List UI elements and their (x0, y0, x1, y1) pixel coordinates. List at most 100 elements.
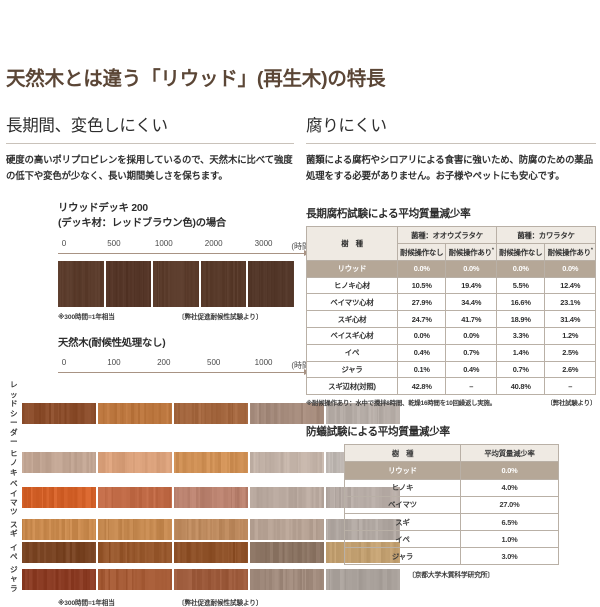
natural-note-right: 〔弊社促進耐候性試験より〕 (178, 600, 263, 607)
decay-row-value: – (544, 377, 596, 396)
wood-sample-cell (174, 487, 249, 509)
decay-row-value: 10.5% (396, 276, 447, 295)
natural-axis-ticks: 0 100 200 500 1000 (時間) (58, 358, 321, 370)
decay-row-value: – (445, 377, 497, 396)
riwood-weathering-block: リウッドデッキ 200 (デッキ材：レッドブラウン色)の場合 0 500 1000 2… (6, 202, 313, 321)
wood-sample-cell (174, 541, 249, 563)
wood-sample-cell (174, 518, 249, 540)
wood-species-label: ベイマツ (10, 479, 18, 517)
decay-row-value: 27.9% (396, 293, 447, 312)
wood-species-row: スギ (10, 518, 401, 540)
wood-species-row: イペ (10, 541, 401, 563)
termite-table-body: リウッド 0.0% ヒノキ 4.0% ベイマツ 27.0% スギ 6.5% イペ 1.0% ジャラ 3… (343, 461, 559, 566)
axis-tick: 1000 (254, 358, 273, 368)
wood-species-label: ジャラ (10, 564, 18, 593)
termite-row-species: リウッド (343, 461, 462, 480)
decay-row-value: 2.6% (544, 360, 596, 379)
riwood-caption-line2: (デッキ材：レッドブラウン色)の場合 (58, 217, 227, 229)
axis-unit-label: (時間) (291, 241, 313, 251)
axis-tick: 3000 (254, 238, 273, 248)
decay-row-value: 0.1% (396, 360, 447, 379)
termite-row-species: イペ (343, 530, 462, 549)
decay-row-species: スギ辺材(対照) (306, 377, 398, 396)
natural-wood-grid: レッド シーダーヒノキベイマツ スギ イペジャラ (10, 380, 401, 593)
decay-table-subheader-row: 耐候操作なし 耐候操作あり* 耐候操作なし 耐候操作あり* (307, 243, 596, 261)
right-section-heading: 腐りにくい (306, 117, 387, 135)
wood-species-label: レッド シーダー (10, 380, 18, 447)
wood-sample-cell (326, 402, 401, 424)
riwood-swatch-row (58, 260, 294, 307)
wood-species-label: イペ (10, 542, 18, 562)
table-row: イペ 0.4% 0.7% 1.4% 2.5% (306, 343, 596, 362)
decay-row-value: 18.9% (495, 310, 546, 329)
table-row: ヒノキ 4.0% (343, 478, 559, 497)
termite-row-value: 6.5% (460, 512, 559, 532)
decay-row-value: 41.7% (445, 310, 497, 329)
decay-table-body: リウッド 0.0% 0.0% 0.0% 0.0% ヒノキ心材 10.5% 19.4% 5.5% 1… (306, 259, 596, 396)
termite-table: 樹 種平均質量減少率 リウッド 0.0% ヒノキ 4.0% ベイマツ 27.0% スギ 6.5… (343, 444, 559, 566)
decay-row-value: 1.4% (495, 343, 546, 362)
decay-table-head: 樹 種 菌種：オオウズラタケ 菌種：カワラタケ 耐候操作なし 耐候操作あり* 耐候操… (306, 226, 597, 261)
natural-caption: 天然木(耐候性処理なし) (58, 337, 166, 349)
decay-row-species: スギ心材 (306, 310, 398, 329)
left-column: 長期間、変色しにくい 硬度の高いポリプロピレンを採用しているので、天然木に比べて… (6, 112, 401, 607)
decay-row-value: 0.4% (396, 343, 447, 362)
riwood-caption-line1: リウッドデッキ 200 (58, 203, 148, 215)
termite-table-block: 防蟻試験による平均質量減少率 樹 種平均質量減少率 リウッド 0.0% ヒノキ 4.0… (306, 424, 596, 579)
decay-row-value: 40.8% (495, 377, 546, 396)
decay-row-value: 1.2% (544, 327, 596, 345)
table-row: スギ心材 24.7% 41.7% 18.9% 31.4% (306, 310, 596, 329)
axis-tick: 500 (206, 358, 221, 368)
wood-sample-cell (22, 518, 97, 540)
wood-sample-cell (250, 568, 325, 590)
wood-sample-cell (250, 518, 325, 540)
table-row: ジャラ 0.1% 0.4% 0.7% 2.6% (306, 360, 596, 379)
page-title: 天然木とは違う「リウッド」(再生木)の特長 (6, 68, 386, 90)
decay-table-notes: ※耐候操作あり：水中で攪拌8時間、乾燥16時間を10回繰返し実施。 〔弊社試験よ… (306, 398, 596, 407)
decay-col-species: 樹 種 (306, 226, 398, 261)
axis-tick: 100 (107, 358, 121, 368)
decay-row-value: 42.8% (396, 377, 447, 396)
decay-row-species: ベイスギ心材 (306, 327, 398, 345)
wood-sample-cell (98, 402, 173, 424)
wood-sample-cell (250, 487, 325, 509)
decay-table-title: 長期腐朽試験による平均質量減少率 (306, 208, 471, 221)
decay-row-species: ベイマツ心材 (306, 293, 398, 312)
termite-row-species: ヒノキ (343, 478, 462, 497)
decay-subheader: 耐候操作なし (495, 243, 546, 261)
riwood-swatch (58, 260, 104, 307)
decay-group-header-1: 菌種：カワラタケ (495, 226, 597, 245)
table-row: ヒノキ心材 10.5% 19.4% 5.5% 12.4% (306, 276, 596, 295)
decay-subheader: 耐候操作あり* (445, 243, 497, 261)
decay-table-block: 長期腐朽試験による平均質量減少率 樹 種 菌種：オオウズラタケ 菌種：カワラタケ… (306, 206, 596, 407)
wood-sample-cell (250, 541, 325, 563)
termite-row-species: ジャラ (343, 547, 462, 566)
decay-source: 〔弊社試験より〕 (546, 400, 597, 408)
riwood-notes: ※300時間=1年相当 〔弊社促進耐候性試験より〕 (58, 311, 294, 321)
riwood-note-right: 〔弊社促進耐候性試験より〕 (178, 313, 263, 321)
axis-tick: 1000 (154, 238, 173, 248)
axis-tick: 0 (61, 238, 67, 248)
table-row: リウッド 0.0% (343, 461, 559, 480)
riwood-axis-line (58, 249, 321, 258)
wood-sample-cell (22, 452, 97, 474)
decay-row-species: イペ (306, 343, 398, 362)
axis-tick: 0 (61, 358, 67, 368)
decay-row-value: 34.4% (445, 293, 497, 312)
termite-row-value: 0.0% (460, 461, 559, 480)
table-row: スギ 6.5% (343, 512, 559, 532)
table-row: ジャラ 3.0% (343, 547, 559, 566)
termite-table-title: 防蟻試験による平均質量減少率 (306, 426, 450, 439)
decay-row-value: 31.4% (544, 310, 596, 329)
wood-sample-cell (250, 452, 325, 474)
riwood-swatch (153, 260, 199, 307)
wood-species-row: ヒノキ (10, 449, 401, 477)
decay-row-value: 0.0% (396, 259, 447, 278)
wood-sample-cell (22, 402, 97, 424)
right-body-text: 菌類による腐朽やシロアリによる食害に強いため、防腐のための薬品処理をする必要があ… (306, 154, 593, 182)
wood-species-row: ベイマツ (10, 479, 401, 517)
axis-tick: 200 (157, 358, 171, 368)
termite-row-value: 27.0% (460, 495, 559, 514)
decay-table-group-row: 樹 種 菌種：オオウズラタケ 菌種：カワラタケ (306, 226, 597, 261)
riwood-axis: 0 500 1000 2000 3000 (時間) (58, 239, 321, 259)
